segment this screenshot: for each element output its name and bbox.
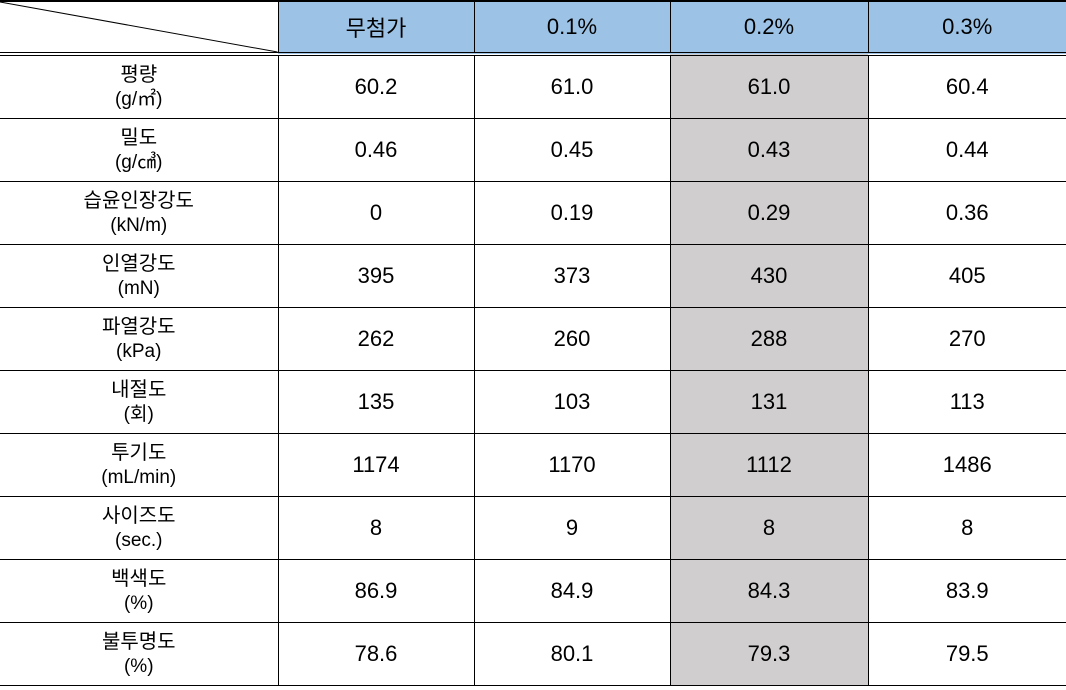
data-cell: 0.43 (670, 119, 868, 182)
table-row: 백색도(%)86.984.984.383.9 (0, 560, 1066, 623)
row-label-main: 내절도 (111, 379, 166, 401)
row-label-sub: (kPa) (0, 340, 278, 364)
data-cell: 373 (474, 245, 670, 308)
table-row: 내절도(회)135103131113 (0, 371, 1066, 434)
row-label-main: 사이즈도 (102, 505, 176, 527)
row-label-main: 불투명도 (102, 631, 176, 653)
col-header-3: 0.2% (670, 1, 868, 54)
data-cell: 9 (474, 497, 670, 560)
row-label-main: 파열강도 (102, 316, 176, 338)
data-cell: 0.45 (474, 119, 670, 182)
data-cell: 0 (278, 182, 474, 245)
table-body: 평량(g/㎡)60.261.061.060.4밀도(g/㎤)0.460.450.… (0, 54, 1066, 686)
row-label-sub: (kN/m) (0, 214, 278, 238)
data-cell: 8 (278, 497, 474, 560)
row-label: 사이즈도(sec.) (0, 497, 278, 560)
data-cell: 430 (670, 245, 868, 308)
data-cell: 78.6 (278, 623, 474, 686)
row-label-sub: (%) (0, 592, 278, 616)
row-label-main: 평량 (120, 64, 157, 86)
data-cell: 61.0 (670, 54, 868, 119)
row-label: 습윤인장강도(kN/m) (0, 182, 278, 245)
row-label: 밀도(g/㎤) (0, 119, 278, 182)
data-cell: 1170 (474, 434, 670, 497)
data-cell: 8 (670, 497, 868, 560)
table-header-row: 무첨가 0.1% 0.2% 0.3% (0, 1, 1066, 54)
data-cell: 0.44 (868, 119, 1066, 182)
row-label-sub: (g/㎡) (0, 88, 278, 112)
data-cell: 83.9 (868, 560, 1066, 623)
row-label-main: 백색도 (111, 568, 166, 590)
row-label-main: 투기도 (111, 442, 166, 464)
col-header-4: 0.3% (868, 1, 1066, 54)
data-cell: 8 (868, 497, 1066, 560)
data-cell: 1174 (278, 434, 474, 497)
data-cell: 0.19 (474, 182, 670, 245)
col-header-1: 무첨가 (278, 1, 474, 54)
row-label-main: 인열강도 (102, 253, 176, 275)
row-label-main: 습윤인장강도 (84, 190, 194, 212)
data-cell: 60.4 (868, 54, 1066, 119)
table-row: 평량(g/㎡)60.261.061.060.4 (0, 54, 1066, 119)
data-cell: 131 (670, 371, 868, 434)
data-cell: 270 (868, 308, 1066, 371)
row-label-sub: (g/㎤) (0, 151, 278, 175)
table-row: 인열강도(mN)395373430405 (0, 245, 1066, 308)
row-label-sub: (mL/min) (0, 466, 278, 490)
table-row: 파열강도(kPa)262260288270 (0, 308, 1066, 371)
data-cell: 0.29 (670, 182, 868, 245)
row-label: 평량(g/㎡) (0, 54, 278, 119)
table-row: 투기도(mL/min)1174117011121486 (0, 434, 1066, 497)
data-cell: 113 (868, 371, 1066, 434)
data-table: 무첨가 0.1% 0.2% 0.3% 평량(g/㎡)60.261.061.060… (0, 0, 1066, 686)
table-row: 사이즈도(sec.)8988 (0, 497, 1066, 560)
col-header-2: 0.1% (474, 1, 670, 54)
row-label-sub: (sec.) (0, 529, 278, 553)
data-cell: 1486 (868, 434, 1066, 497)
row-label: 인열강도(mN) (0, 245, 278, 308)
row-label-sub: (%) (0, 655, 278, 679)
data-cell: 262 (278, 308, 474, 371)
data-cell: 61.0 (474, 54, 670, 119)
row-label: 내절도(회) (0, 371, 278, 434)
data-cell: 135 (278, 371, 474, 434)
row-label-sub: (mN) (0, 277, 278, 301)
data-cell: 84.9 (474, 560, 670, 623)
row-label: 투기도(mL/min) (0, 434, 278, 497)
row-label-sub: (회) (0, 403, 278, 427)
data-cell: 0.46 (278, 119, 474, 182)
table-row: 습윤인장강도(kN/m)00.190.290.36 (0, 182, 1066, 245)
row-label-main: 밀도 (120, 127, 157, 149)
data-cell: 84.3 (670, 560, 868, 623)
row-label: 파열강도(kPa) (0, 308, 278, 371)
table-row: 밀도(g/㎤)0.460.450.430.44 (0, 119, 1066, 182)
data-cell: 79.3 (670, 623, 868, 686)
data-cell: 80.1 (474, 623, 670, 686)
row-label: 불투명도(%) (0, 623, 278, 686)
data-cell: 288 (670, 308, 868, 371)
data-cell: 79.5 (868, 623, 1066, 686)
data-cell: 0.36 (868, 182, 1066, 245)
data-cell: 405 (868, 245, 1066, 308)
header-diagonal-cell (0, 1, 278, 54)
data-cell: 86.9 (278, 560, 474, 623)
data-cell: 103 (474, 371, 670, 434)
data-cell: 60.2 (278, 54, 474, 119)
data-cell: 260 (474, 308, 670, 371)
data-cell: 395 (278, 245, 474, 308)
row-label: 백색도(%) (0, 560, 278, 623)
table-row: 불투명도(%)78.680.179.379.5 (0, 623, 1066, 686)
data-cell: 1112 (670, 434, 868, 497)
